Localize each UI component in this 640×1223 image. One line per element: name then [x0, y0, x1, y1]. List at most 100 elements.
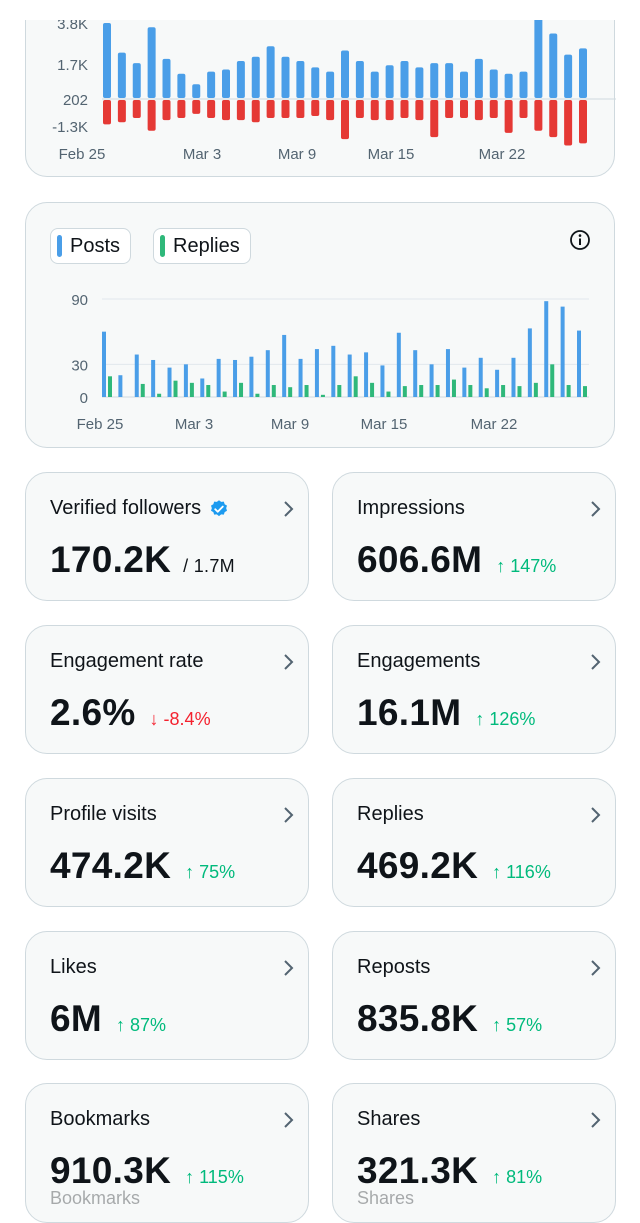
posts-bar	[347, 354, 352, 397]
replies-bar	[484, 388, 489, 397]
lost-bar	[564, 100, 573, 146]
replies-bar	[353, 376, 358, 397]
lost-bar	[103, 100, 111, 125]
posts-bar	[364, 352, 369, 397]
x-tick-label: Mar 3	[175, 416, 213, 433]
lost-bar	[355, 100, 364, 119]
metric-card-shares[interactable]: Shares 321.3K ↑ 81% Shares	[332, 1083, 616, 1223]
replies-bar	[304, 385, 309, 397]
info-icon[interactable]	[569, 229, 591, 251]
metric-label: Impressions	[357, 497, 465, 519]
gained-bar	[504, 73, 513, 98]
metric-card-replies[interactable]: Replies 469.2K ↑ 116%	[332, 778, 616, 907]
metric-value-text: 606.6M	[357, 539, 483, 580]
gained-bar	[117, 52, 126, 98]
posts-bar	[216, 358, 221, 397]
metric-value: 2.6% ↓ -8.4%	[50, 692, 211, 734]
metric-card-verified-followers[interactable]: Verified followers 170.2K / 1.7M	[25, 472, 309, 601]
x-tick-label: Mar 9	[271, 416, 309, 433]
posts-bar	[282, 334, 287, 397]
gained-bar	[311, 67, 320, 98]
posts-bar	[314, 349, 319, 397]
lost-bar	[207, 100, 216, 119]
replies-swatch	[160, 235, 165, 257]
posts-bar	[183, 364, 188, 397]
chevron-right-icon	[284, 807, 294, 823]
posts-bar	[478, 357, 483, 397]
metric-value-text: 6M	[50, 998, 102, 1039]
posts-bar	[265, 350, 270, 397]
metric-value-text: 170.2K	[50, 539, 172, 580]
gained-bar	[385, 65, 394, 98]
lost-bar	[370, 100, 379, 121]
lost-bar	[534, 100, 543, 131]
metric-card-impressions[interactable]: Impressions 606.6M ↑ 147%	[332, 472, 616, 601]
posts-bar	[560, 306, 565, 397]
verified-badge-icon	[211, 499, 228, 516]
metric-card-likes[interactable]: Likes 6M ↑ 87%	[25, 931, 309, 1060]
y-tick-label: 3.8K	[57, 16, 88, 33]
legend-replies-label: Replies	[173, 234, 240, 257]
gained-bar	[103, 23, 111, 98]
lost-bar	[385, 100, 394, 121]
gained-bar	[579, 48, 587, 98]
metric-value: 16.1M ↑ 126%	[357, 692, 535, 734]
gained-bar	[296, 61, 305, 98]
replies-bar	[501, 385, 506, 397]
metric-delta: ↓ -8.4%	[149, 709, 211, 729]
legend-posts[interactable]: Posts	[50, 228, 132, 264]
metric-label: Verified followers	[50, 497, 229, 520]
metric-delta: ↑ 57%	[492, 1015, 543, 1035]
legend-posts-label: Posts	[70, 234, 121, 257]
gained-bar	[534, 1, 543, 99]
metric-total: / 1.7M	[183, 556, 235, 576]
metric-label: Engagements	[357, 650, 481, 672]
metric-label: Shares	[357, 1108, 421, 1130]
lost-bar	[281, 100, 290, 119]
metric-label: Profile visits	[50, 803, 157, 825]
posts-bar	[134, 354, 139, 397]
lost-bar	[341, 100, 349, 140]
gained-bar	[281, 56, 290, 98]
replies-bar	[468, 385, 473, 397]
gained-bar	[326, 71, 335, 98]
posts-bar	[511, 357, 516, 397]
chevron-right-icon	[284, 1112, 294, 1128]
posts-bar	[200, 378, 205, 397]
overlay-ghost-label: Bookmarks	[50, 1188, 141, 1208]
metric-card-profile-visits[interactable]: Profile visits 474.2K ↑ 75%	[25, 778, 309, 907]
lost-bar	[579, 100, 587, 144]
metric-delta: ↑ 126%	[475, 709, 536, 729]
replies-bar	[140, 383, 145, 397]
posts-bar	[331, 345, 336, 397]
gained-bar	[355, 61, 364, 98]
metric-card-engagement-rate[interactable]: Engagement rate 2.6% ↓ -8.4%	[25, 625, 309, 754]
y-tick-label: 30	[71, 357, 88, 374]
gained-bar	[266, 46, 275, 98]
posts-bar	[413, 350, 418, 397]
x-tick-label: Mar 3	[183, 146, 221, 163]
replies-bar	[239, 382, 244, 397]
replies-bar	[255, 393, 260, 397]
posts-bar	[462, 367, 467, 397]
gained-bar	[222, 69, 230, 98]
lost-bar	[400, 100, 409, 119]
metric-label: Replies	[357, 803, 424, 825]
legend-replies[interactable]: Replies	[153, 228, 251, 264]
metric-label: Bookmarks	[50, 1108, 151, 1130]
lost-bar	[311, 100, 320, 116]
posts-bar	[544, 301, 549, 397]
chevron-right-icon	[591, 654, 601, 670]
metric-card-bookmarks[interactable]: Bookmarks 910.3K ↑ 115% Bookmarks	[25, 1083, 309, 1223]
replies-bar	[271, 385, 276, 397]
gained-bar	[236, 61, 245, 98]
metric-value: 170.2K / 1.7M	[50, 539, 235, 581]
metric-card-reposts[interactable]: Reposts 835.8K ↑ 57%	[332, 931, 616, 1060]
replies-bar	[288, 387, 293, 397]
x-tick-label: Mar 15	[361, 416, 408, 433]
lost-bar	[296, 100, 305, 119]
metric-value-text: 2.6%	[50, 692, 136, 733]
x-tick-label: Mar 22	[479, 146, 526, 163]
lost-bar	[445, 100, 454, 119]
metric-card-engagements[interactable]: Engagements 16.1M ↑ 126%	[332, 625, 616, 754]
